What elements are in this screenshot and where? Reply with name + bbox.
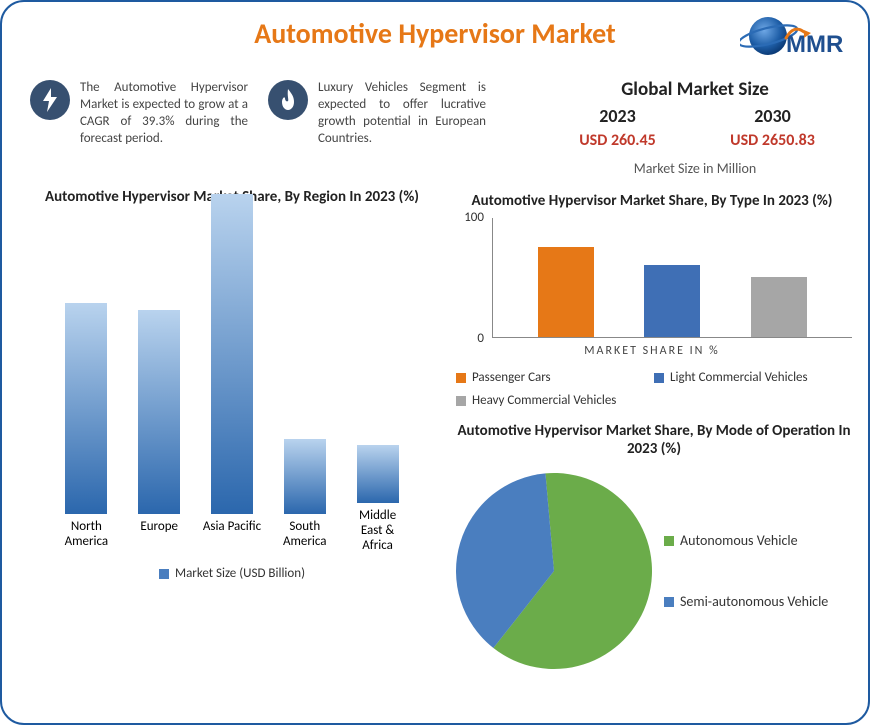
legend-label: Autonomous Vehicle [680,532,798,549]
region-legend-swatch [159,569,169,579]
region-bar-col: Asia Pacific [202,194,262,554]
type-bar [644,265,700,337]
type-bar [538,247,594,337]
gms-val-0: USD 260.45 [548,131,688,150]
region-bar-label: Asia Pacific [203,520,261,554]
mode-chart-title: Automotive Hypervisor Market Share, By M… [444,422,864,458]
type-legend-item: Light Commercial Vehicles [654,370,852,385]
region-bar [211,194,253,514]
region-bar [284,439,326,514]
mode-legend-item: Autonomous Vehicle [664,532,844,549]
region-bar-col: North America [56,303,116,554]
region-bar-label: Middle East & Africa [348,509,408,554]
legend-label: Passenger Cars [472,370,551,385]
legend-swatch [654,373,664,383]
legend-label: Light Commercial Vehicles [670,370,808,385]
mode-chart: Automotive Hypervisor Market Share, By M… [444,422,864,676]
main-title: Automotive Hypervisor Market [2,16,868,51]
region-chart-legend: Market Size (USD Billion) [42,566,422,581]
type-legend-item: Heavy Commercial Vehicles [456,393,654,408]
legend-swatch [664,536,674,546]
type-bar [751,277,807,337]
region-chart: Automotive Hypervisor Market Share, By R… [42,188,422,581]
legend-label: Semi-autonomous Vehicle [680,593,828,610]
mode-chart-legend: Autonomous Vehicle Semi-autonomous Vehicl… [664,466,844,676]
region-legend-label: Market Size (USD Billion) [175,566,305,581]
type-chart-plot [492,218,852,338]
gms-title: Global Market Size [540,78,850,101]
region-bar-label: North America [56,520,116,554]
type-legend-item: Passenger Cars [456,370,654,385]
region-bar-col: Middle East & Africa [348,445,408,554]
legend-swatch [456,373,466,383]
info-block-cagr: The Automotive Hypervisor Market is expe… [30,80,248,148]
flame-icon [268,80,308,120]
legend-swatch [456,396,466,406]
region-bar [65,303,107,514]
type-chart-legend: Passenger Cars Light Commercial Vehicles H… [452,370,852,416]
gms-year-0: 2023 [548,105,688,127]
region-bar-label: Europe [140,520,178,554]
type-chart-title: Automotive Hypervisor Market Share, By T… [452,192,852,210]
type-chart-xlabel: MARKET SHARE IN % [452,344,852,358]
region-chart-bars: North America Europe Asia Pacific South Ame… [42,214,422,554]
info-block-luxury: Luxury Vehicles Segment is expected to o… [268,80,486,148]
region-bar-label: South America [275,520,335,554]
legend-label: Heavy Commercial Vehicles [472,393,616,408]
legend-swatch [664,597,674,607]
region-bar [138,310,180,514]
ytick-100: 100 [464,210,484,225]
bolt-icon [30,80,70,120]
info-text-cagr: The Automotive Hypervisor Market is expe… [80,80,248,148]
global-market-size: Global Market Size 2023 USD 260.45 2030 … [540,78,850,177]
region-bar [357,445,399,503]
mode-chart-pie [444,466,664,676]
gms-unit: Market Size in Million [540,160,850,177]
gms-year-1: 2030 [703,105,843,127]
mode-legend-item: Semi-autonomous Vehicle [664,593,844,610]
region-bar-col: Europe [129,310,189,554]
region-bar-col: South America [275,439,335,554]
gms-val-1: USD 2650.83 [703,131,843,150]
type-chart: Automotive Hypervisor Market Share, By T… [452,192,852,416]
ytick-0: 0 [477,331,484,346]
type-chart-yaxis: 100 0 [452,218,488,338]
info-text-luxury: Luxury Vehicles Segment is expected to o… [318,80,486,148]
